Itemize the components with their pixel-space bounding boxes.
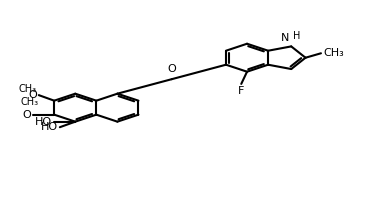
Text: HO: HO — [41, 122, 58, 132]
Text: H: H — [293, 31, 301, 41]
Text: CH₃: CH₃ — [19, 84, 37, 94]
Text: HO: HO — [35, 117, 52, 127]
Text: O: O — [167, 64, 176, 74]
Text: O: O — [22, 110, 31, 120]
Text: CH₃: CH₃ — [20, 97, 38, 107]
Text: CH₃: CH₃ — [323, 48, 344, 58]
Text: F: F — [238, 86, 244, 96]
Text: N: N — [281, 33, 289, 43]
Text: O: O — [28, 90, 37, 100]
